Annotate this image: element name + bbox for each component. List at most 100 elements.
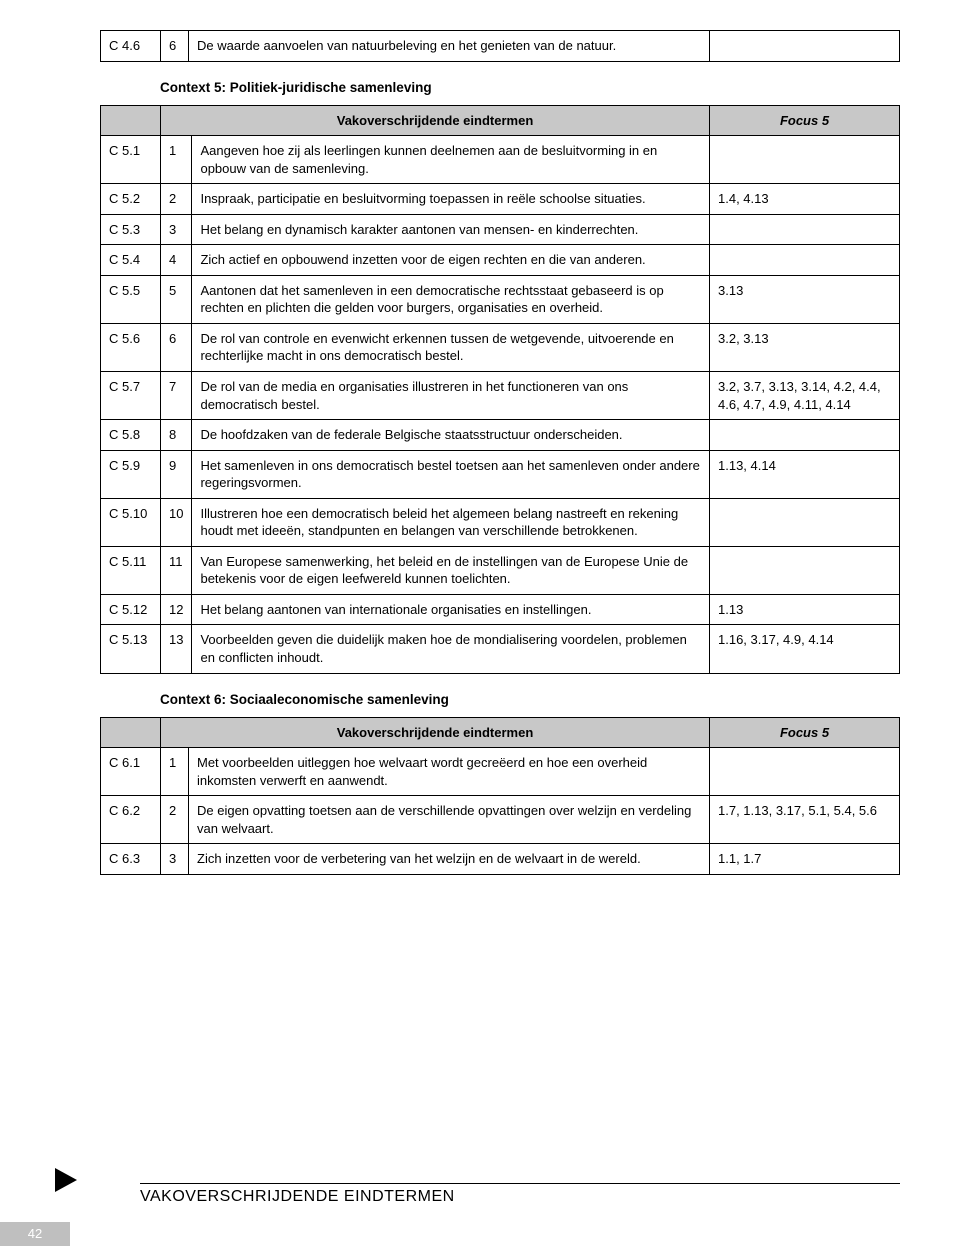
cell-focus [710,136,900,184]
cell-text: Het belang en dynamisch karakter aantone… [192,214,710,245]
table-row: C 5.1212Het belang aantonen van internat… [101,594,900,625]
footer-arrow-icon [55,1168,77,1192]
cell-num: 10 [161,498,192,546]
header-blank [101,105,161,136]
table-row: C 5.99Het samenleven in ons democratisch… [101,450,900,498]
cell-focus: 1.16, 3.17, 4.9, 4.14 [710,625,900,673]
cell-text: Zich actief en opbouwend inzetten voor d… [192,245,710,276]
cell-focus: 1.13 [710,594,900,625]
cell-text: Zich inzetten voor de verbetering van he… [189,844,710,875]
cell-code: C 5.2 [101,184,161,215]
section-6-heading: Context 6: Sociaaleconomische samenlevin… [160,692,900,707]
page: C 4.66De waarde aanvoelen van natuurbele… [0,0,960,1246]
cell-text: De eigen opvatting toetsen aan de versch… [189,796,710,844]
cell-focus: 3.13 [710,275,900,323]
table-row: C 6.22De eigen opvatting toetsen aan de … [101,796,900,844]
cell-num: 3 [161,214,192,245]
cell-num: 1 [161,748,189,796]
cell-focus [710,420,900,451]
cell-code: C 5.12 [101,594,161,625]
cell-focus: 3.2, 3.13 [710,323,900,371]
header-eindtermen: Vakoverschrijdende eindtermen [161,105,710,136]
table-row: C 5.88De hoofdzaken van de federale Belg… [101,420,900,451]
table-context-4-tail: C 4.66De waarde aanvoelen van natuurbele… [100,30,900,62]
table-context-5: Vakoverschrijdende eindtermen Focus 5 C … [100,105,900,674]
cell-code: C 5.8 [101,420,161,451]
header-focus: Focus 5 [710,717,900,748]
table-row: C 5.44Zich actief en opbouwend inzetten … [101,245,900,276]
cell-focus: 1.4, 4.13 [710,184,900,215]
table-header-row: Vakoverschrijdende eindtermen Focus 5 [101,105,900,136]
cell-text: Aantonen dat het samenleven in een democ… [192,275,710,323]
cell-text: Van Europese samenwerking, het beleid en… [192,546,710,594]
cell-text: Het belang aantonen van internationale o… [192,594,710,625]
cell-num: 13 [161,625,192,673]
cell-text: De waarde aanvoelen van natuurbeleving e… [189,31,710,62]
section-5-heading: Context 5: Politiek-juridische samenlevi… [160,80,900,95]
cell-text: De hoofdzaken van de federale Belgische … [192,420,710,451]
cell-num: 8 [161,420,192,451]
table-row: C 6.33Zich inzetten voor de verbetering … [101,844,900,875]
cell-focus [710,31,900,62]
table-row: C 5.1010Illustreren hoe een democratisch… [101,498,900,546]
cell-text: Voorbeelden geven die duidelijk maken ho… [192,625,710,673]
cell-num: 6 [161,323,192,371]
cell-code: C 6.2 [101,796,161,844]
cell-code: C 5.10 [101,498,161,546]
cell-text: Illustreren hoe een democratisch beleid … [192,498,710,546]
header-eindtermen: Vakoverschrijdende eindtermen [161,717,710,748]
cell-num: 2 [161,184,192,215]
cell-num: 5 [161,275,192,323]
cell-text: Inspraak, participatie en besluitvorming… [192,184,710,215]
cell-code: C 6.3 [101,844,161,875]
cell-focus [710,245,900,276]
footer-title: VAKOVERSCHRIJDENDE EINDTERMEN [140,1188,455,1206]
cell-focus: 3.2, 3.7, 3.13, 3.14, 4.2, 4.4, 4.6, 4.7… [710,372,900,420]
page-number: 42 [0,1222,70,1246]
table-row: C 5.1111Van Europese samenwerking, het b… [101,546,900,594]
cell-num: 2 [161,796,189,844]
cell-text: De rol van de media en organisaties illu… [192,372,710,420]
cell-code: C 5.3 [101,214,161,245]
cell-num: 3 [161,844,189,875]
cell-text: Het samenleven in ons democratisch beste… [192,450,710,498]
cell-focus [710,748,900,796]
cell-num: 9 [161,450,192,498]
cell-focus [710,498,900,546]
cell-focus [710,214,900,245]
cell-code: C 5.11 [101,546,161,594]
cell-text: Aangeven hoe zij als leerlingen kunnen d… [192,136,710,184]
table-row: C 5.66De rol van controle en evenwicht e… [101,323,900,371]
cell-code: C 5.7 [101,372,161,420]
cell-code: C 5.1 [101,136,161,184]
cell-code: C 5.13 [101,625,161,673]
table-row: C 5.1313Voorbeelden geven die duidelijk … [101,625,900,673]
cell-focus: 1.13, 4.14 [710,450,900,498]
cell-num: 4 [161,245,192,276]
cell-code: C 4.6 [101,31,161,62]
table-row: C 4.66De waarde aanvoelen van natuurbele… [101,31,900,62]
table-row: C 6.11Met voorbeelden uitleggen hoe welv… [101,748,900,796]
cell-num: 7 [161,372,192,420]
table-row: C 5.55Aantonen dat het samenleven in een… [101,275,900,323]
table-row: C 5.33Het belang en dynamisch karakter a… [101,214,900,245]
cell-num: 11 [161,546,192,594]
table-context-6: Vakoverschrijdende eindtermen Focus 5 C … [100,717,900,875]
footer-rule [140,1183,900,1184]
header-blank [101,717,161,748]
cell-num: 1 [161,136,192,184]
cell-code: C 6.1 [101,748,161,796]
cell-focus [710,546,900,594]
table-header-row: Vakoverschrijdende eindtermen Focus 5 [101,717,900,748]
cell-text: De rol van controle en evenwicht erkenne… [192,323,710,371]
table-row: C 5.77De rol van de media en organisatie… [101,372,900,420]
cell-num: 6 [161,31,189,62]
cell-focus: 1.7, 1.13, 3.17, 5.1, 5.4, 5.6 [710,796,900,844]
table-row: C 5.22Inspraak, participatie en besluitv… [101,184,900,215]
cell-code: C 5.4 [101,245,161,276]
cell-code: C 5.6 [101,323,161,371]
table-row: C 5.11Aangeven hoe zij als leerlingen ku… [101,136,900,184]
cell-text: Met voorbeelden uitleggen hoe welvaart w… [189,748,710,796]
page-footer: VAKOVERSCHRIJDENDE EINDTERMEN 42 [0,1176,960,1246]
header-focus: Focus 5 [710,105,900,136]
